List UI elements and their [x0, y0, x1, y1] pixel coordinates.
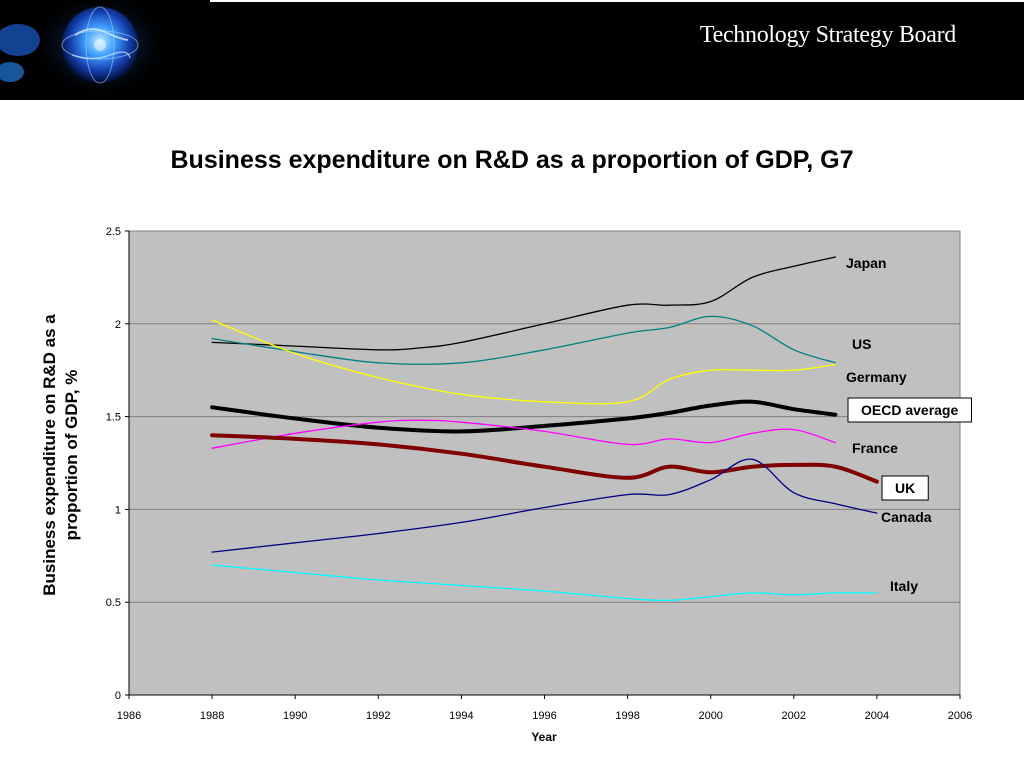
- y-tick-label: 0.5: [106, 597, 121, 609]
- x-tick-label: 1988: [200, 710, 224, 722]
- series-line-france: [211, 419, 837, 449]
- x-tick-label: 2006: [948, 710, 972, 722]
- x-tick-label: 1996: [532, 710, 556, 722]
- series-line-canada: [211, 458, 878, 553]
- series-label-canada: Canada: [881, 509, 932, 525]
- plot-area: [128, 230, 961, 696]
- series-label-uk: UK: [895, 480, 915, 496]
- series-label-japan: Japan: [846, 255, 886, 271]
- label-box: [881, 475, 929, 501]
- y-tick-label: 0: [115, 690, 121, 702]
- series-line-germany: [211, 319, 837, 405]
- slide-title: Business expenditure on R&D as a proport…: [170, 146, 854, 174]
- x-tick-label: 2004: [865, 710, 889, 722]
- x-tick-label: 1986: [117, 710, 141, 722]
- series-labels: Japan US Germany OECD average France UK Canada…: [846, 255, 972, 594]
- header-banner: Technology Strategy Board: [0, 0, 1024, 100]
- y-axis-title-line: Business expenditure on R&D as a: [40, 314, 59, 596]
- series-label-oecd-average: OECD average: [861, 402, 958, 418]
- y-tick-label: 1: [115, 504, 121, 516]
- y-tick-label: 2.5: [106, 226, 121, 238]
- series-label-germany: Germany: [846, 369, 907, 385]
- series-line-uk: [210, 433, 879, 484]
- series-label-us: US: [852, 336, 871, 352]
- x-tick-label: 2002: [782, 710, 806, 722]
- x-tick-label: 1994: [449, 710, 473, 722]
- y-tick-label: 2: [115, 319, 121, 331]
- series-line-oecd-average: [210, 399, 838, 434]
- org-name: Technology Strategy Board: [699, 22, 956, 48]
- y-axis-title: Business expenditure on R&D as a proporti…: [40, 314, 81, 596]
- x-tick-label: 2000: [698, 710, 722, 722]
- y-tick-label: 1.5: [106, 412, 121, 424]
- globe-logo-icon: [0, 0, 170, 100]
- series-line-us: [211, 315, 837, 365]
- axes: 0 0.5 1 1.5 2 2.5 1986 1988 1990 1992 1994 1996 1998…: [106, 226, 973, 722]
- series-label-france: France: [852, 440, 898, 456]
- label-box: [847, 397, 972, 423]
- x-tick-label: 1992: [366, 710, 390, 722]
- series-line-italy: [211, 564, 878, 602]
- x-axis-title: Year: [531, 730, 557, 744]
- x-tick-label: 1998: [615, 710, 639, 722]
- series-label-box-uk: UK: [881, 475, 929, 501]
- y-axis-title-line: proportion of GDP, %: [62, 370, 81, 541]
- series-label-box-oecd-average: OECD average: [847, 397, 972, 423]
- series-line-japan: [211, 256, 837, 351]
- series-lines: [210, 256, 879, 602]
- series-label-italy: Italy: [890, 578, 918, 594]
- header-divider: [210, 0, 1024, 2]
- x-tick-label: 1990: [283, 710, 307, 722]
